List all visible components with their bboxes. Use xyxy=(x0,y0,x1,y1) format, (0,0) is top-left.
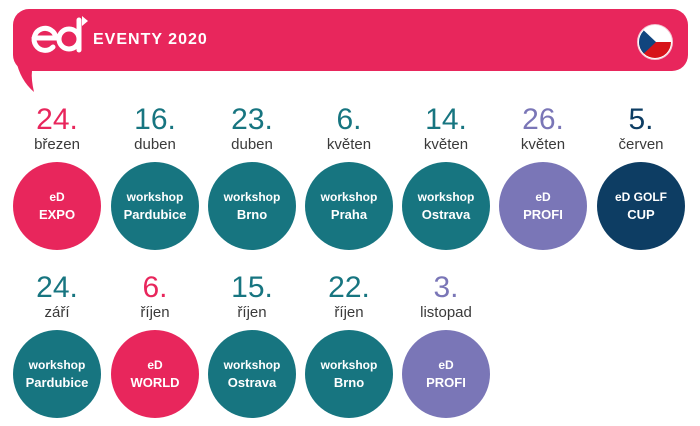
event-badge-line2: Pardubice xyxy=(25,375,89,390)
event-month: duben xyxy=(231,136,273,153)
event-badge[interactable]: workshop Brno xyxy=(305,330,393,418)
event-day: 5. xyxy=(628,103,654,136)
event-badge[interactable]: workshop Praha xyxy=(305,162,393,250)
event-badge[interactable]: workshop Pardubice xyxy=(111,162,199,250)
event-badge[interactable]: workshop Brno xyxy=(208,162,296,250)
event-badge-line2: PROFI xyxy=(426,375,466,390)
event-day: 24. xyxy=(36,103,78,136)
event-badge-line1: workshop xyxy=(28,358,86,372)
event-badge-line2: Brno xyxy=(236,207,268,222)
event-badge-line1: workshop xyxy=(126,190,184,204)
header-banner xyxy=(13,9,688,71)
ed-logo-icon xyxy=(31,16,88,53)
event-item[interactable]: 3. listopad eD PROFI xyxy=(397,272,495,418)
event-day: 3. xyxy=(433,271,459,304)
event-day: 16. xyxy=(134,103,176,136)
event-month: listopad xyxy=(420,304,472,321)
event-month: březen xyxy=(34,136,80,153)
event-month: říjen xyxy=(140,304,170,321)
event-badge-line2: PROFI xyxy=(523,207,563,222)
event-badge-line1: workshop xyxy=(320,358,378,372)
banner-tail xyxy=(16,60,38,92)
event-item[interactable]: 24. září workshop Pardubice xyxy=(8,272,106,418)
event-badge-line1: eD GOLF xyxy=(614,190,667,204)
event-item[interactable]: 26. květen eD PROFI xyxy=(494,104,592,250)
event-badge-line1: workshop xyxy=(417,190,475,204)
event-badge-line1: eD xyxy=(535,190,551,204)
event-item[interactable]: 16. duben workshop Pardubice xyxy=(106,104,204,250)
event-item[interactable]: 24. březen eD EXPO xyxy=(8,104,106,250)
event-item[interactable]: 22. říjen workshop Brno xyxy=(300,272,398,418)
event-badge[interactable]: workshop Ostrava xyxy=(402,162,490,250)
event-month: září xyxy=(44,304,70,321)
event-day: 14. xyxy=(425,103,467,136)
event-item[interactable]: 15. říjen workshop Ostrava xyxy=(203,272,301,418)
event-badge-line1: workshop xyxy=(223,358,281,372)
event-day: 23. xyxy=(231,103,273,136)
event-item[interactable]: 14. květen workshop Ostrava xyxy=(397,104,495,250)
page-title: EVENTY 2020 xyxy=(93,31,208,48)
event-badge-line2: Pardubice xyxy=(123,207,187,222)
event-badge[interactable]: workshop Ostrava xyxy=(208,330,296,418)
event-badge-line1: eD xyxy=(147,358,163,372)
event-day: 26. xyxy=(522,103,564,136)
event-month: květen xyxy=(326,136,372,153)
event-item[interactable]: 23. duben workshop Brno xyxy=(203,104,301,250)
event-badge-line2: EXPO xyxy=(38,207,76,222)
event-item[interactable]: 5. červen eD GOLF CUP xyxy=(592,104,690,250)
event-day: 6. xyxy=(336,103,362,136)
event-month: říjen xyxy=(237,304,267,321)
event-day: 24. xyxy=(36,271,78,304)
event-item[interactable]: 6. říjen eD WORLD xyxy=(106,272,204,418)
event-month: říjen xyxy=(334,304,364,321)
event-month: květen xyxy=(423,136,469,153)
event-day: 15. xyxy=(231,271,273,304)
event-badge[interactable]: eD EXPO xyxy=(13,162,101,250)
czech-flag-icon[interactable] xyxy=(637,24,673,60)
event-badge-line2: WORLD xyxy=(130,375,180,390)
event-badge-line2: Praha xyxy=(330,207,368,222)
event-badge-line2: Brno xyxy=(333,375,365,390)
event-badge-line1: workshop xyxy=(223,190,281,204)
event-badge-line1: eD xyxy=(438,358,454,372)
event-badge-line2: Ostrava xyxy=(227,375,277,390)
event-badge[interactable]: workshop Pardubice xyxy=(13,330,101,418)
event-badge-line1: eD xyxy=(49,190,65,204)
event-month: květen xyxy=(520,136,566,153)
event-badge[interactable]: eD PROFI xyxy=(499,162,587,250)
event-badge[interactable]: eD WORLD xyxy=(111,330,199,418)
event-badge[interactable]: eD GOLF CUP xyxy=(597,162,685,250)
event-badge[interactable]: eD PROFI xyxy=(402,330,490,418)
event-badge-line2: CUP xyxy=(627,207,655,222)
event-day: 22. xyxy=(328,271,370,304)
event-month: červen xyxy=(618,136,664,153)
event-item[interactable]: 6. květen workshop Praha xyxy=(300,104,398,250)
event-badge-line1: workshop xyxy=(320,190,378,204)
event-month: duben xyxy=(134,136,176,153)
event-badge-line2: Ostrava xyxy=(421,207,471,222)
event-day: 6. xyxy=(142,271,168,304)
